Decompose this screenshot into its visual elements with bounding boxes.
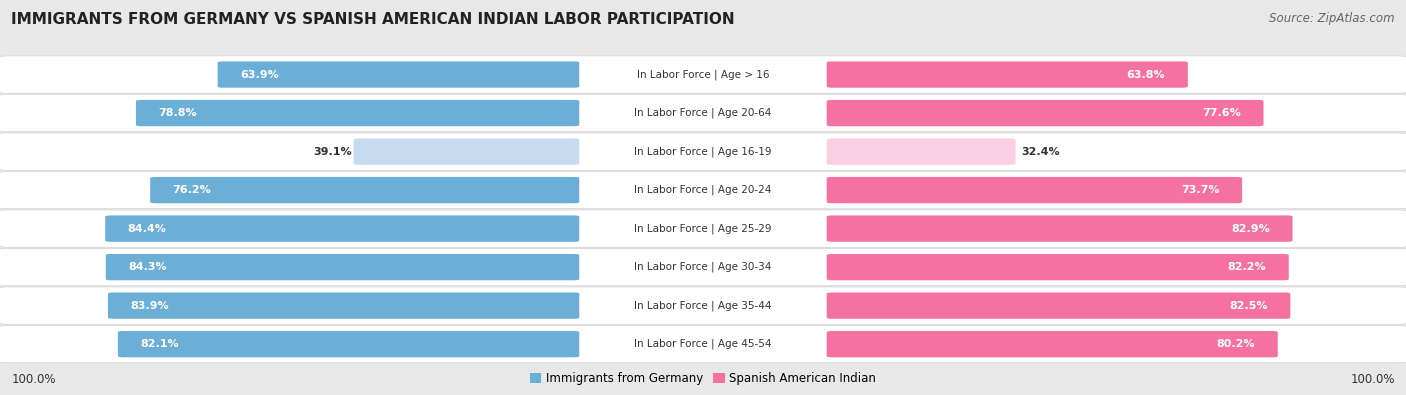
- FancyBboxPatch shape: [105, 215, 579, 242]
- Text: IMMIGRANTS FROM GERMANY VS SPANISH AMERICAN INDIAN LABOR PARTICIPATION: IMMIGRANTS FROM GERMANY VS SPANISH AMERI…: [11, 12, 735, 27]
- FancyBboxPatch shape: [105, 254, 579, 280]
- Text: In Labor Force | Age 20-24: In Labor Force | Age 20-24: [634, 185, 772, 196]
- FancyBboxPatch shape: [0, 133, 1406, 170]
- Text: 82.5%: 82.5%: [1229, 301, 1268, 310]
- FancyBboxPatch shape: [827, 61, 1188, 88]
- Legend: Immigrants from Germany, Spanish American Indian: Immigrants from Germany, Spanish America…: [530, 372, 876, 385]
- FancyBboxPatch shape: [136, 100, 579, 126]
- Text: In Labor Force | Age > 16: In Labor Force | Age > 16: [637, 69, 769, 80]
- FancyBboxPatch shape: [0, 287, 1406, 324]
- FancyBboxPatch shape: [0, 248, 1406, 286]
- FancyBboxPatch shape: [218, 61, 579, 88]
- Text: 77.6%: 77.6%: [1202, 108, 1241, 118]
- Text: 84.3%: 84.3%: [128, 262, 167, 272]
- FancyBboxPatch shape: [827, 177, 1241, 203]
- FancyBboxPatch shape: [108, 292, 579, 319]
- Text: 73.7%: 73.7%: [1181, 185, 1219, 195]
- FancyBboxPatch shape: [0, 325, 1406, 363]
- FancyBboxPatch shape: [827, 100, 1264, 126]
- FancyBboxPatch shape: [354, 138, 579, 165]
- FancyBboxPatch shape: [0, 171, 1406, 209]
- Text: In Labor Force | Age 35-44: In Labor Force | Age 35-44: [634, 300, 772, 311]
- Text: 82.9%: 82.9%: [1232, 224, 1270, 233]
- FancyBboxPatch shape: [0, 210, 1406, 247]
- FancyBboxPatch shape: [150, 177, 579, 203]
- Text: 32.4%: 32.4%: [1021, 147, 1060, 156]
- Text: 100.0%: 100.0%: [1350, 373, 1395, 386]
- FancyBboxPatch shape: [827, 292, 1291, 319]
- Text: 63.9%: 63.9%: [240, 70, 278, 79]
- Text: Source: ZipAtlas.com: Source: ZipAtlas.com: [1270, 12, 1395, 25]
- Text: In Labor Force | Age 45-54: In Labor Force | Age 45-54: [634, 339, 772, 350]
- Text: In Labor Force | Age 16-19: In Labor Force | Age 16-19: [634, 146, 772, 157]
- FancyBboxPatch shape: [827, 215, 1292, 242]
- FancyBboxPatch shape: [827, 254, 1289, 280]
- Text: 82.2%: 82.2%: [1227, 262, 1267, 272]
- Text: 84.4%: 84.4%: [128, 224, 166, 233]
- Text: 80.2%: 80.2%: [1216, 339, 1256, 349]
- Text: 63.8%: 63.8%: [1126, 70, 1166, 79]
- Text: 100.0%: 100.0%: [11, 373, 56, 386]
- FancyBboxPatch shape: [0, 94, 1406, 132]
- Text: In Labor Force | Age 30-34: In Labor Force | Age 30-34: [634, 262, 772, 273]
- FancyBboxPatch shape: [827, 138, 1015, 165]
- Text: In Labor Force | Age 25-29: In Labor Force | Age 25-29: [634, 223, 772, 234]
- Text: 39.1%: 39.1%: [314, 147, 353, 156]
- Text: 82.1%: 82.1%: [141, 339, 179, 349]
- Text: 83.9%: 83.9%: [131, 301, 169, 310]
- Text: In Labor Force | Age 20-64: In Labor Force | Age 20-64: [634, 108, 772, 118]
- Text: 76.2%: 76.2%: [173, 185, 211, 195]
- FancyBboxPatch shape: [118, 331, 579, 357]
- Text: 78.8%: 78.8%: [159, 108, 197, 118]
- FancyBboxPatch shape: [0, 56, 1406, 93]
- FancyBboxPatch shape: [827, 331, 1278, 357]
